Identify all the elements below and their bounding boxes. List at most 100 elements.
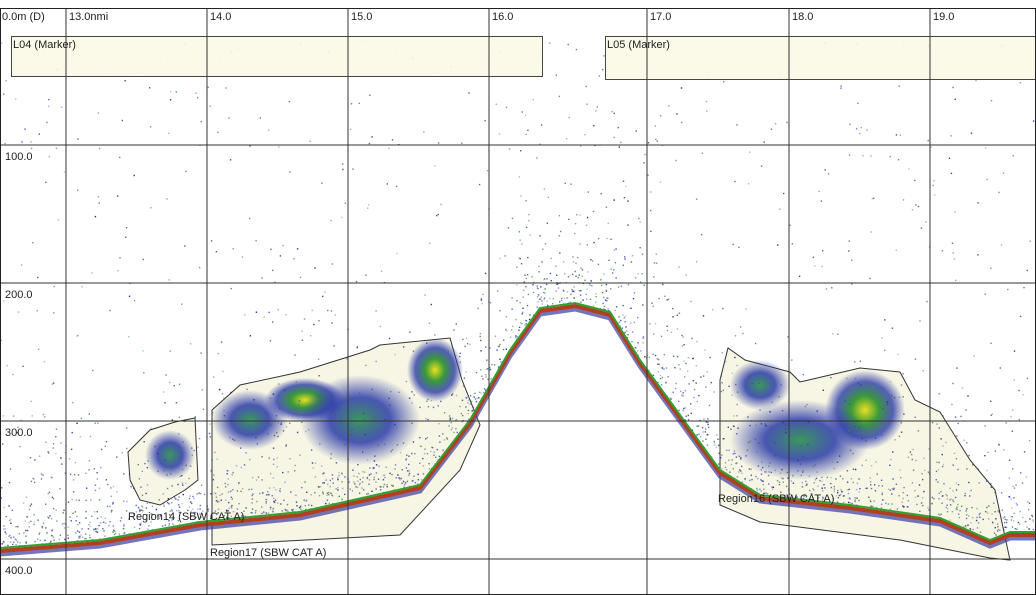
echo-sample [721, 382, 722, 383]
echo-sample [723, 390, 724, 391]
echo-sample [358, 441, 359, 442]
echo-sample [986, 179, 987, 180]
echo-sample [34, 459, 35, 460]
echo-sample [947, 498, 948, 499]
echo-sample [659, 364, 660, 365]
echo-sample [682, 345, 683, 346]
echo-sample [424, 294, 425, 295]
echo-sample [893, 489, 894, 490]
echo-sample [580, 146, 581, 147]
echo-sample [697, 401, 698, 402]
echo-sample [947, 505, 948, 506]
echo-sample [319, 375, 320, 376]
echo-sample [300, 509, 301, 510]
echo-sample [357, 476, 358, 477]
echo-sample [1011, 499, 1012, 500]
echo-sample [194, 450, 195, 451]
echo-sample [881, 337, 882, 338]
echo-sample [287, 511, 288, 512]
echo-sample [378, 444, 379, 445]
echo-sample [201, 121, 202, 122]
echo-sample [541, 300, 542, 301]
echo-sample [787, 336, 788, 337]
echo-sample [413, 351, 414, 352]
echo-sample [329, 503, 330, 504]
echo-sample [528, 220, 529, 221]
echo-sample [299, 455, 300, 456]
echo-sample [105, 446, 106, 447]
echo-sample [667, 299, 668, 300]
echo-sample [529, 314, 530, 315]
echo-sample [170, 473, 171, 474]
echo-sample [56, 148, 57, 149]
echo-sample [938, 469, 939, 470]
echo-sample [678, 401, 679, 402]
echo-sample [526, 134, 527, 135]
echo-sample [387, 183, 388, 184]
echo-sample [178, 504, 179, 505]
echo-sample [45, 527, 46, 528]
echo-sample [580, 294, 581, 295]
echo-sample [622, 314, 623, 315]
echo-sample [521, 323, 522, 324]
echo-sample [930, 147, 931, 148]
echo-sample [462, 400, 463, 401]
echo-sample [718, 453, 719, 454]
echo-sample [516, 300, 517, 301]
echo-sample [651, 303, 652, 304]
echo-sample [301, 487, 302, 488]
echo-sample [351, 103, 352, 104]
echo-sample [444, 439, 445, 440]
echo-sample [889, 465, 890, 466]
echo-sample [599, 75, 600, 76]
echo-sample [728, 450, 729, 451]
echo-sample [231, 474, 232, 475]
echo-sample [37, 277, 38, 278]
echo-sample [529, 319, 530, 320]
echo-sample [771, 129, 772, 130]
echo-sample [634, 322, 635, 323]
echo-sample [769, 462, 770, 463]
echo-sample [772, 488, 773, 489]
echo-sample [705, 386, 706, 387]
echo-sample [209, 433, 210, 434]
echo-sample [213, 479, 214, 480]
echo-sample [526, 320, 527, 321]
echo-sample [775, 442, 776, 443]
echo-sample [48, 99, 49, 100]
echo-sample [742, 333, 743, 334]
echo-sample [415, 482, 416, 483]
echo-sample [365, 274, 366, 275]
echo-sample [52, 383, 53, 384]
echo-sample [681, 335, 682, 336]
echo-sample [952, 511, 953, 512]
echo-sample [911, 454, 912, 455]
echo-sample [288, 471, 289, 472]
echo-sample [142, 471, 143, 472]
echo-sample [922, 497, 923, 498]
echo-sample [282, 510, 283, 511]
echo-sample [97, 528, 98, 529]
echo-sample [375, 310, 376, 311]
echo-sample [362, 481, 363, 482]
echo-sample [544, 298, 545, 299]
echo-sample [685, 407, 686, 408]
echo-sample [837, 414, 838, 415]
echo-sample [455, 428, 456, 429]
echo-sample [520, 322, 521, 323]
echo-sample [418, 367, 419, 368]
echo-sample [627, 200, 628, 201]
echo-sample [301, 422, 302, 423]
echo-sample [541, 261, 542, 262]
echo-sample [129, 296, 130, 297]
echo-sample [183, 494, 184, 495]
echo-sample [391, 451, 392, 452]
echo-sample [894, 397, 895, 398]
echo-sample [232, 439, 233, 440]
echo-sample [392, 139, 393, 140]
echo-sample [80, 534, 81, 535]
echo-sample [936, 462, 937, 463]
echo-sample [119, 157, 120, 158]
echo-sample [524, 281, 525, 282]
echo-sample [817, 486, 818, 487]
